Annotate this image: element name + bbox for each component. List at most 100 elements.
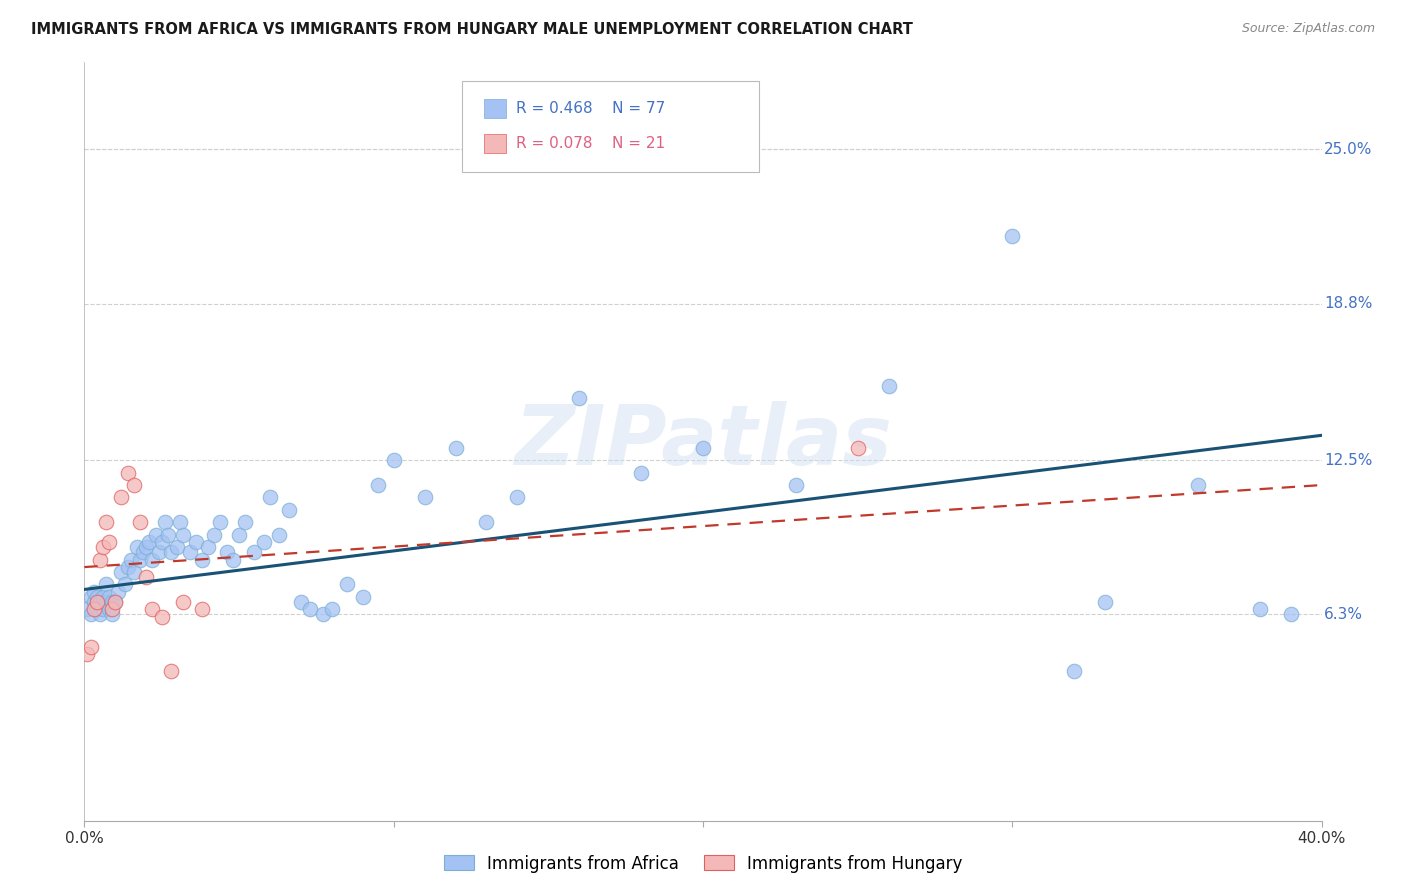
Text: 6.3%: 6.3% (1324, 607, 1362, 622)
Point (91, 590, 114, 604)
Point (1249, 602, 1271, 616)
Point (222, 552, 245, 566)
Text: R = 0.468    N = 77: R = 0.468 N = 77 (516, 101, 665, 116)
Point (138, 535, 160, 549)
Point (89, 552, 111, 566)
Point (692, 441, 714, 455)
Point (150, 535, 173, 549)
Point (160, 665, 183, 679)
Point (135, 540, 157, 554)
Point (83, 602, 105, 616)
FancyBboxPatch shape (484, 99, 506, 118)
Point (125, 540, 148, 554)
Point (290, 595, 312, 609)
Point (209, 516, 232, 530)
Point (1094, 595, 1116, 609)
Point (145, 528, 167, 542)
Point (413, 491, 436, 505)
Point (148, 545, 170, 559)
Point (89, 607, 111, 622)
Point (259, 491, 281, 505)
Point (172, 528, 194, 542)
Point (1063, 665, 1085, 679)
Point (1279, 607, 1302, 622)
Point (197, 540, 219, 554)
Point (299, 602, 322, 616)
Text: ZIPatlas: ZIPatlas (515, 401, 891, 482)
Point (94, 516, 117, 530)
Text: 18.8%: 18.8% (1324, 296, 1372, 311)
Point (846, 441, 869, 455)
Point (98, 590, 121, 604)
Point (110, 491, 132, 505)
Point (129, 516, 152, 530)
Point (166, 540, 188, 554)
Point (215, 545, 238, 559)
Text: 12.5%: 12.5% (1324, 452, 1372, 467)
Point (79, 640, 101, 654)
Point (86, 595, 108, 609)
Point (184, 535, 207, 549)
Point (94, 577, 117, 591)
FancyBboxPatch shape (461, 81, 759, 172)
Point (141, 552, 163, 566)
Point (568, 391, 591, 405)
Point (122, 478, 145, 492)
Point (630, 466, 652, 480)
Text: 25.0%: 25.0% (1324, 142, 1372, 157)
Point (86, 602, 108, 616)
Point (228, 528, 250, 542)
Point (172, 595, 194, 609)
Point (132, 545, 155, 559)
Point (506, 491, 529, 505)
Point (269, 528, 291, 542)
Point (79, 590, 101, 604)
FancyBboxPatch shape (484, 135, 506, 153)
Point (120, 552, 142, 566)
Point (76, 647, 98, 661)
Point (122, 565, 145, 579)
Point (104, 595, 127, 609)
Point (156, 528, 179, 542)
Point (253, 535, 276, 549)
Point (444, 441, 467, 455)
Point (336, 577, 359, 591)
Point (877, 378, 900, 392)
Point (153, 516, 176, 530)
Point (475, 516, 498, 530)
Point (83, 585, 105, 599)
Point (86, 590, 108, 604)
Point (101, 602, 124, 616)
Point (169, 516, 191, 530)
Point (117, 466, 139, 480)
Point (83, 595, 105, 609)
Point (79, 607, 101, 622)
Point (277, 503, 299, 517)
Point (98, 535, 121, 549)
Point (233, 516, 256, 530)
Point (191, 552, 214, 566)
Point (352, 590, 374, 604)
Text: R = 0.078    N = 21: R = 0.078 N = 21 (516, 136, 665, 152)
Point (110, 565, 132, 579)
Point (101, 607, 124, 622)
Point (89, 595, 111, 609)
Point (107, 585, 129, 599)
Point (101, 595, 124, 609)
Point (94, 595, 117, 609)
Text: Source: ZipAtlas.com: Source: ZipAtlas.com (1241, 22, 1375, 36)
Point (311, 607, 333, 622)
Point (104, 595, 127, 609)
Point (135, 570, 157, 584)
Point (91, 602, 114, 616)
Point (91, 540, 114, 554)
Point (367, 478, 389, 492)
Point (98, 602, 121, 616)
Point (76, 602, 98, 616)
Point (129, 552, 152, 566)
Text: IMMIGRANTS FROM AFRICA VS IMMIGRANTS FROM HUNGARY MALE UNEMPLOYMENT CORRELATION : IMMIGRANTS FROM AFRICA VS IMMIGRANTS FRO… (31, 22, 912, 37)
Point (1001, 229, 1024, 244)
Point (202, 528, 225, 542)
Point (243, 545, 266, 559)
Point (141, 602, 163, 616)
